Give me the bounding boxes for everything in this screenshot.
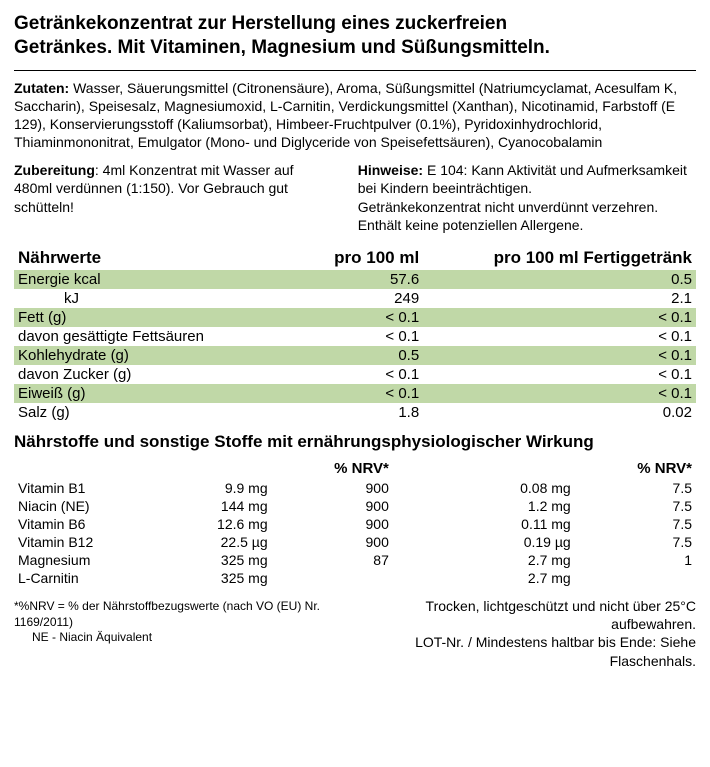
nutrients-table: % NRV* % NRV* Vitamin B19.9 mg9000.08 mg… <box>14 458 696 587</box>
nutrient-amount-1: 144 mg <box>150 497 271 515</box>
nutrients-header-row: % NRV* % NRV* <box>14 458 696 479</box>
table-row: L-Carnitin325 mg 2.7 mg <box>14 569 696 587</box>
nutri-value-100ml: < 0.1 <box>300 365 423 384</box>
nutri-label: davon gesättigte Fettsäuren <box>14 327 300 346</box>
nutrient-nrv-1: 87 <box>272 551 393 569</box>
nutrient-nrv-2 <box>575 569 696 587</box>
storage2: LOT-Nr. / Mindestens haltbar bis Ende: S… <box>415 634 696 668</box>
footnote1: *%NRV = % der Nährstoffbezugswerte (nach… <box>14 599 320 629</box>
nutrient-name: Vitamin B1 <box>14 479 150 497</box>
nutri-label: Kohlehydrate (g) <box>14 346 300 365</box>
nutri-value-100ml: 0.5 <box>300 346 423 365</box>
nutri-value-drink: < 0.1 <box>423 384 696 403</box>
nutrient-nrv-1: 900 <box>272 515 393 533</box>
table-row: Magnesium325 mg872.7 mg1 <box>14 551 696 569</box>
nrv-label-2: % NRV* <box>575 458 696 479</box>
title-line1: Getränkekonzentrat zur Herstellung eines… <box>14 13 507 34</box>
nutri-label: Energie kcal <box>14 270 300 289</box>
nutrient-amount-1: 22.5 µg <box>150 533 271 551</box>
nutri-value-drink: 2.1 <box>423 289 696 308</box>
nutri-label: davon Zucker (g) <box>14 365 300 384</box>
prep-label: Zubereitung <box>14 162 95 178</box>
nutrient-amount-2: 0.11 mg <box>393 515 575 533</box>
divider <box>14 70 696 71</box>
nutri-value-drink: 0.5 <box>423 270 696 289</box>
footnotes: *%NRV = % der Nährstoffbezugswerte (nach… <box>14 599 354 646</box>
nutrient-amount-2: 1.2 mg <box>393 497 575 515</box>
nutrient-name: L-Carnitin <box>14 569 150 587</box>
nutri-value-drink: < 0.1 <box>423 346 696 365</box>
nutrient-nrv-2: 1 <box>575 551 696 569</box>
nutrient-amount-1: 325 mg <box>150 551 271 569</box>
hints-label: Hinweise: <box>358 162 423 178</box>
table-row: Eiweiß (g)< 0.1< 0.1 <box>14 384 696 403</box>
nutrient-amount-2: 0.08 mg <box>393 479 575 497</box>
table-row: Vitamin B612.6 mg9000.11 mg7.5 <box>14 515 696 533</box>
nutrient-nrv-2: 7.5 <box>575 479 696 497</box>
nutrient-nrv-2: 7.5 <box>575 533 696 551</box>
nutrient-amount-2: 2.7 mg <box>393 551 575 569</box>
nutrient-amount-1: 325 mg <box>150 569 271 587</box>
table-row: davon Zucker (g)< 0.1< 0.1 <box>14 365 696 384</box>
nutrient-nrv-1: 900 <box>272 533 393 551</box>
footnote2: NE - Niacin Äquivalent <box>14 630 152 644</box>
prep-hints-row: Zubereitung: 4ml Konzentrat mit Wasser a… <box>14 161 696 234</box>
nutri-value-100ml: < 0.1 <box>300 384 423 403</box>
ingredients-label: Zutaten: <box>14 80 69 96</box>
table-row: kJ2492.1 <box>14 289 696 308</box>
nutri-value-100ml: 57.6 <box>300 270 423 289</box>
ingredients-text: Wasser, Säuerungsmittel (Citronensäure),… <box>14 80 677 151</box>
nutrient-amount-1: 9.9 mg <box>150 479 271 497</box>
nutri-value-drink: < 0.1 <box>423 327 696 346</box>
col-drink: pro 100 ml Fertiggetränk <box>423 246 696 270</box>
nutri-value-100ml: < 0.1 <box>300 327 423 346</box>
nutrition-header-row: Nährwerte pro 100 ml pro 100 ml Fertigge… <box>14 246 696 270</box>
nrv-label-1: % NRV* <box>272 458 393 479</box>
nutri-value-100ml: < 0.1 <box>300 308 423 327</box>
col-per100: pro 100 ml <box>300 246 423 270</box>
table-row: Vitamin B1222.5 µg9000.19 µg7.5 <box>14 533 696 551</box>
table-row: Vitamin B19.9 mg9000.08 mg7.5 <box>14 479 696 497</box>
table-row: Salz (g)1.80.02 <box>14 403 696 422</box>
nutri-value-drink: 0.02 <box>423 403 696 422</box>
nutrient-name: Vitamin B12 <box>14 533 150 551</box>
storage1: Trocken, lichtgeschützt und nicht über 2… <box>426 598 696 632</box>
nutri-header: Nährwerte <box>14 246 300 270</box>
storage-block: Trocken, lichtgeschützt und nicht über 2… <box>354 597 696 670</box>
nutri-value-100ml: 249 <box>300 289 423 308</box>
title-line2: Getränkes. Mit Vitaminen, Magnesium und … <box>14 37 550 58</box>
nutrient-amount-2: 2.7 mg <box>393 569 575 587</box>
hints-text3: Enthält keine potenziellen Allergene. <box>358 217 584 233</box>
table-row: Energie kcal57.60.5 <box>14 270 696 289</box>
table-row: Niacin (NE)144 mg9001.2 mg7.5 <box>14 497 696 515</box>
nutrients-subhead: Nährstoffe und sonstige Stoffe mit ernäh… <box>14 432 696 452</box>
nutrient-name: Magnesium <box>14 551 150 569</box>
nutrient-nrv-1 <box>272 569 393 587</box>
nutri-value-drink: < 0.1 <box>423 308 696 327</box>
table-row: Fett (g)< 0.1< 0.1 <box>14 308 696 327</box>
hints-text2: Getränkekonzentrat nicht unverdünnt verz… <box>358 199 658 215</box>
ingredients-block: Zutaten: Wasser, Säuerungsmittel (Citron… <box>14 79 696 152</box>
nutri-label: Eiweiß (g) <box>14 384 300 403</box>
nutrient-nrv-2: 7.5 <box>575 497 696 515</box>
nutri-label: Salz (g) <box>14 403 300 422</box>
preparation-block: Zubereitung: 4ml Konzentrat mit Wasser a… <box>14 161 328 234</box>
table-row: davon gesättigte Fettsäuren< 0.1< 0.1 <box>14 327 696 346</box>
product-title: Getränkekonzentrat zur Herstellung eines… <box>14 12 696 60</box>
nutrient-nrv-1: 900 <box>272 497 393 515</box>
nutri-value-drink: < 0.1 <box>423 365 696 384</box>
nutrient-nrv-2: 7.5 <box>575 515 696 533</box>
hints-block: Hinweise: E 104: Kann Aktivität und Aufm… <box>358 161 696 234</box>
nutrient-name: Vitamin B6 <box>14 515 150 533</box>
nutrient-nrv-1: 900 <box>272 479 393 497</box>
table-row: Kohlehydrate (g)0.5< 0.1 <box>14 346 696 365</box>
nutri-value-100ml: 1.8 <box>300 403 423 422</box>
nutri-label: Fett (g) <box>14 308 300 327</box>
nutrient-amount-1: 12.6 mg <box>150 515 271 533</box>
nutri-label: kJ <box>14 289 300 308</box>
nutrition-table: Nährwerte pro 100 ml pro 100 ml Fertigge… <box>14 246 696 422</box>
nutrient-amount-2: 0.19 µg <box>393 533 575 551</box>
nutrient-name: Niacin (NE) <box>14 497 150 515</box>
footer-wrap: *%NRV = % der Nährstoffbezugswerte (nach… <box>14 593 696 670</box>
